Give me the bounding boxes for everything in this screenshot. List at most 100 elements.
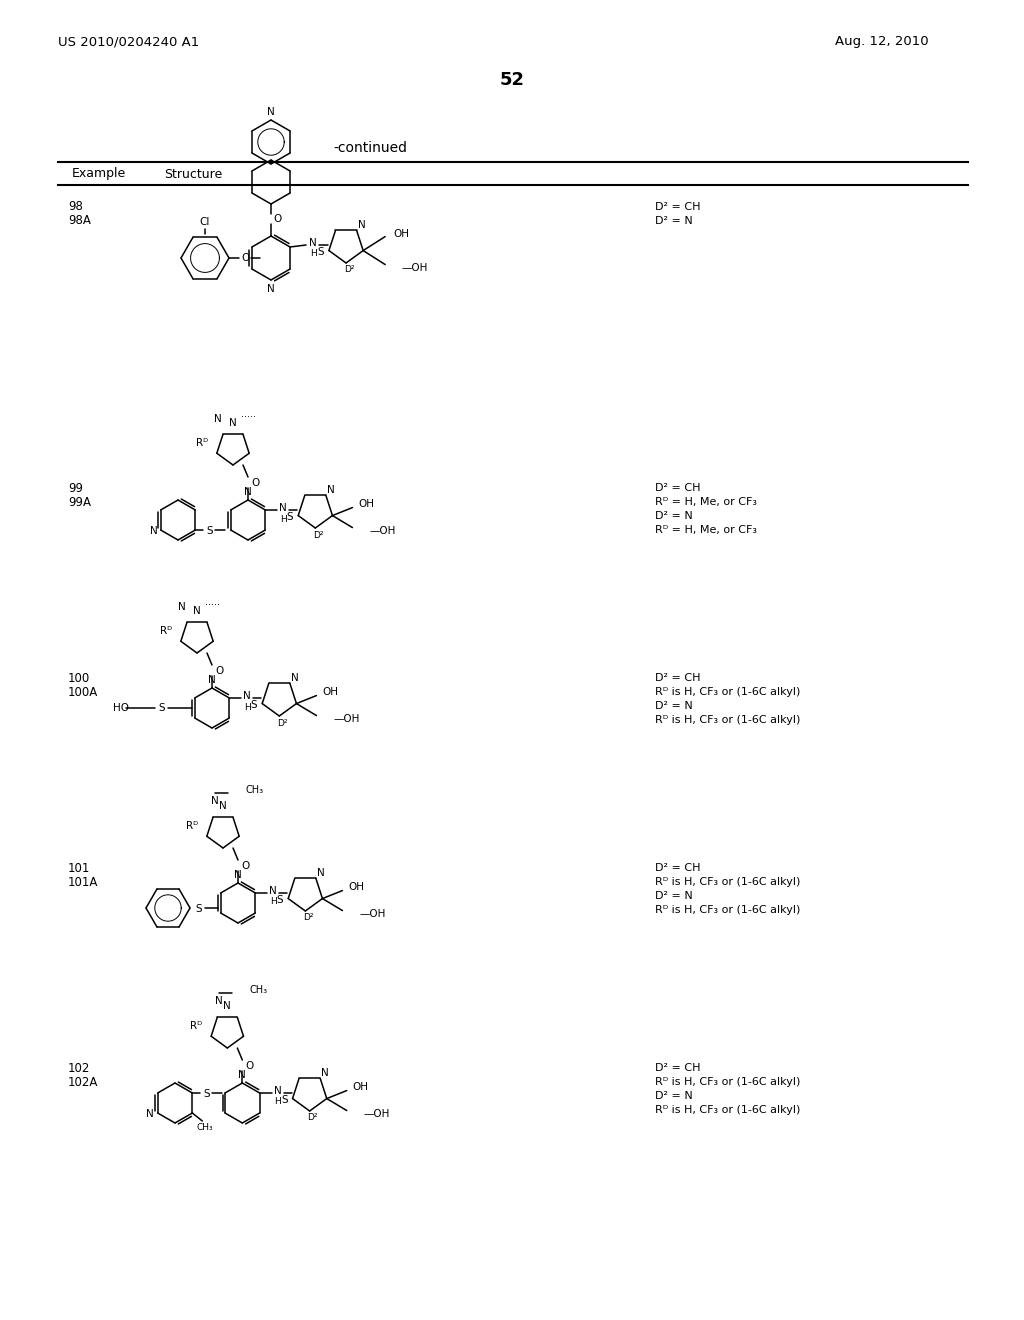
Text: O: O [241, 253, 249, 263]
Text: OH: OH [348, 882, 365, 891]
Text: S: S [196, 904, 203, 913]
Text: Example: Example [72, 168, 126, 181]
Text: N: N [244, 690, 251, 701]
Text: N: N [178, 602, 186, 612]
Text: US 2010/0204240 A1: US 2010/0204240 A1 [58, 36, 200, 49]
Text: O: O [273, 214, 283, 224]
Text: CH₃: CH₃ [196, 1122, 213, 1131]
Text: Rᴰ is H, CF₃ or (1-6C alkyl): Rᴰ is H, CF₃ or (1-6C alkyl) [655, 906, 801, 915]
Text: N: N [327, 486, 335, 495]
Text: Rᴰ = H, Me, or CF₃: Rᴰ = H, Me, or CF₃ [655, 498, 757, 507]
Text: N: N [280, 503, 287, 513]
Text: D² = N: D² = N [655, 701, 693, 711]
Text: 99A: 99A [68, 495, 91, 508]
Text: 100: 100 [68, 672, 90, 685]
Text: H: H [270, 898, 276, 907]
Text: N: N [208, 675, 216, 685]
Text: H: H [244, 702, 251, 711]
Text: D² = CH: D² = CH [655, 202, 700, 213]
Text: Aug. 12, 2010: Aug. 12, 2010 [835, 36, 929, 49]
Text: S: S [281, 1094, 288, 1105]
Text: —OH: —OH [334, 714, 359, 723]
Text: 102: 102 [68, 1061, 90, 1074]
Text: S: S [251, 700, 257, 710]
Text: 99: 99 [68, 482, 83, 495]
Text: N: N [229, 418, 237, 428]
Text: Rᴰ: Rᴰ [190, 1020, 203, 1031]
Text: Rᴰ: Rᴰ [196, 438, 208, 447]
Text: ·····: ····· [205, 601, 220, 610]
Text: CH₃: CH₃ [249, 985, 267, 995]
Text: S: S [276, 895, 284, 904]
Text: S: S [287, 512, 293, 521]
Text: H: H [280, 515, 287, 524]
Text: O: O [251, 478, 259, 488]
Text: N: N [234, 870, 242, 880]
Text: D² = N: D² = N [655, 1092, 693, 1101]
Text: 98A: 98A [68, 214, 91, 227]
Text: O: O [215, 667, 223, 676]
Text: N: N [317, 869, 325, 878]
Text: O: O [241, 861, 249, 871]
Text: S: S [206, 525, 213, 536]
Text: Rᴰ is H, CF₃ or (1-6C alkyl): Rᴰ is H, CF₃ or (1-6C alkyl) [655, 686, 801, 697]
Text: D²: D² [313, 531, 324, 540]
Text: N: N [223, 1001, 231, 1011]
Text: 101: 101 [68, 862, 90, 874]
Text: Rᴰ: Rᴰ [160, 626, 172, 636]
Text: D²: D² [344, 265, 354, 275]
Text: D² = CH: D² = CH [655, 1063, 700, 1073]
Text: Rᴰ = H, Me, or CF₃: Rᴰ = H, Me, or CF₃ [655, 525, 757, 535]
Text: D² = CH: D² = CH [655, 483, 700, 492]
Text: N: N [322, 1068, 329, 1078]
Text: D² = CH: D² = CH [655, 863, 700, 873]
Text: S: S [159, 704, 165, 713]
Text: Cl: Cl [200, 216, 210, 227]
Text: D² = N: D² = N [655, 891, 693, 902]
Text: Rᴰ is H, CF₃ or (1-6C alkyl): Rᴰ is H, CF₃ or (1-6C alkyl) [655, 1077, 801, 1086]
Text: —OH: —OH [364, 1109, 390, 1118]
Text: Rᴰ is H, CF₃ or (1-6C alkyl): Rᴰ is H, CF₃ or (1-6C alkyl) [655, 1105, 801, 1115]
Text: O: O [245, 1061, 254, 1071]
Text: D²: D² [278, 718, 288, 727]
Text: N: N [269, 886, 278, 896]
Text: H: H [274, 1097, 281, 1106]
Text: N: N [215, 997, 223, 1006]
Text: Rᴰ is H, CF₃ or (1-6C alkyl): Rᴰ is H, CF₃ or (1-6C alkyl) [655, 715, 801, 725]
Text: 102A: 102A [68, 1076, 98, 1089]
Text: HO: HO [113, 704, 129, 713]
Text: 98: 98 [68, 201, 83, 214]
Text: N: N [211, 796, 219, 807]
Text: 52: 52 [500, 71, 524, 88]
Text: 100A: 100A [68, 685, 98, 698]
Text: H: H [309, 249, 316, 259]
Text: N: N [145, 1109, 154, 1119]
Text: N: N [214, 414, 222, 424]
Text: OH: OH [352, 1081, 369, 1092]
Text: S: S [317, 247, 324, 256]
Text: S: S [203, 1089, 210, 1100]
Text: OH: OH [393, 228, 410, 239]
Text: N: N [291, 673, 299, 684]
Text: N: N [273, 1086, 282, 1096]
Text: N: N [150, 525, 158, 536]
Text: Structure: Structure [164, 168, 222, 181]
Text: D²: D² [307, 1114, 317, 1122]
Text: Rᴰ: Rᴰ [186, 821, 198, 832]
Text: N: N [239, 1071, 246, 1080]
Text: D² = N: D² = N [655, 216, 693, 226]
Text: N: N [219, 801, 227, 810]
Text: 101A: 101A [68, 875, 98, 888]
Text: N: N [267, 284, 274, 294]
Text: —OH: —OH [370, 525, 396, 536]
Text: N: N [244, 487, 252, 498]
Text: N: N [309, 238, 316, 248]
Text: —OH: —OH [401, 263, 428, 272]
Text: N: N [357, 220, 366, 231]
Text: N: N [194, 606, 201, 616]
Text: ·····: ····· [241, 412, 256, 422]
Text: CH₃: CH₃ [245, 785, 263, 795]
Text: OH: OH [358, 499, 375, 508]
Text: N: N [267, 107, 274, 117]
Text: —OH: —OH [359, 908, 386, 919]
